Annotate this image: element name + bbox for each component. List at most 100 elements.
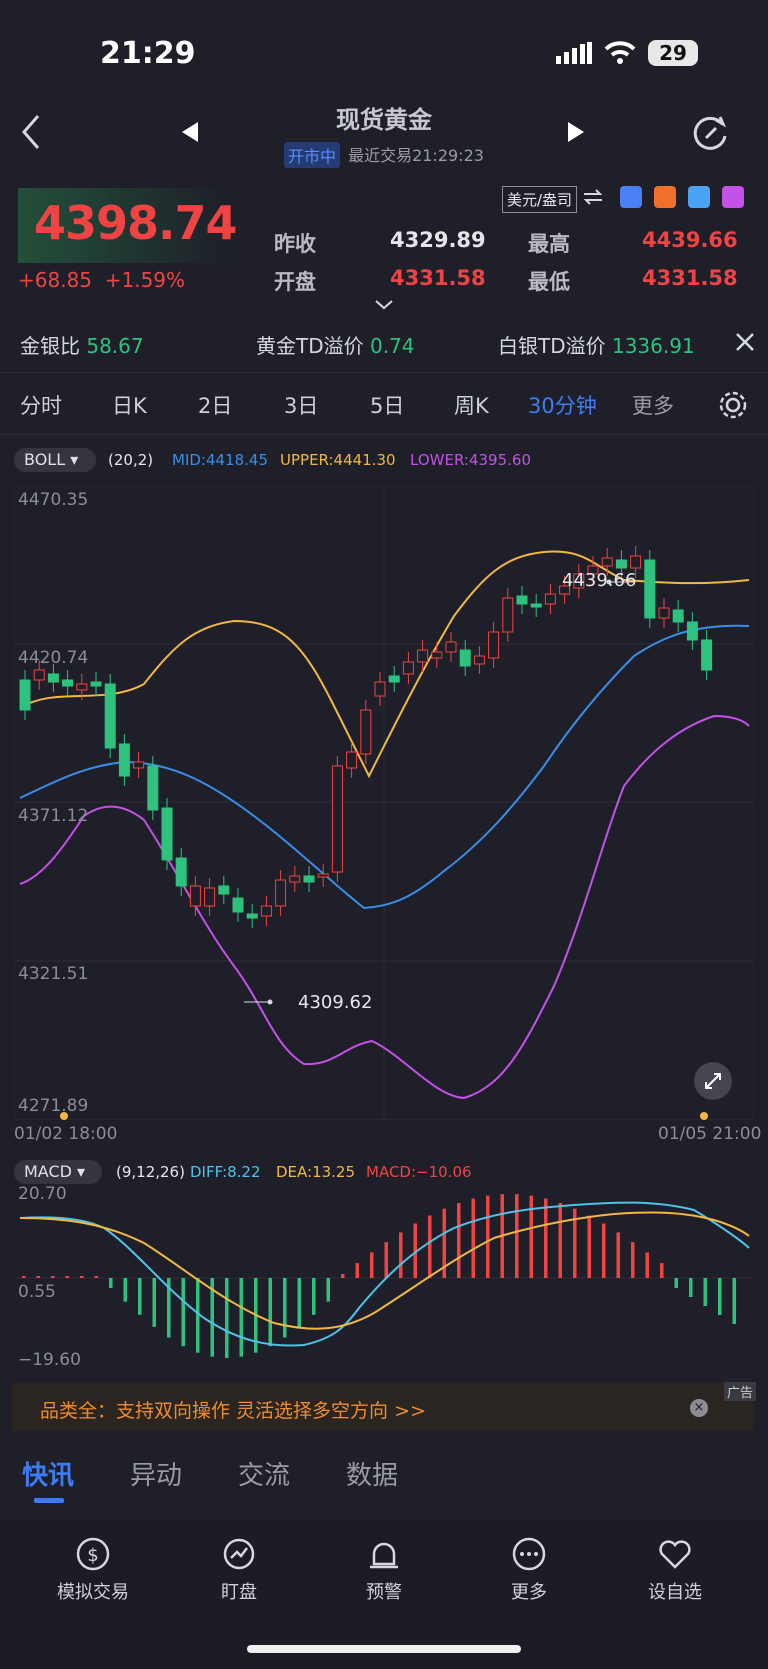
svg-text:$: $ <box>87 1545 98 1566</box>
tab-news-flash[interactable]: 快讯 <box>22 1461 75 1491</box>
tab-data[interactable]: 数据 <box>346 1461 399 1491</box>
candle-body <box>331 765 343 873</box>
price-change: +68.85 +1.59% <box>18 268 185 292</box>
tab-3day[interactable]: 3日 <box>284 394 319 418</box>
macd-bar <box>471 1198 475 1278</box>
macd-bar <box>544 1198 548 1278</box>
signal-icon <box>556 42 592 64</box>
tab-more[interactable]: 更多 <box>632 394 674 418</box>
candle-body <box>161 807 173 861</box>
candle-body <box>516 595 528 605</box>
candle-body <box>189 885 201 907</box>
time-axis-end: 01/05 21:00 <box>658 1124 762 1144</box>
candle-body <box>33 669 45 681</box>
nav-alert[interactable]: 预警 <box>366 1582 402 1603</box>
macd-bar <box>65 1276 69 1278</box>
ad-text[interactable]: 品类全：支持双向操作 灵活选择多空方向 >> <box>40 1400 426 1422</box>
tie-tool-icon[interactable] <box>654 186 676 208</box>
prev-close-label: 昨收 <box>274 232 316 256</box>
change-value: +68.85 <box>18 268 93 292</box>
simulated-trade-icon[interactable]: $ <box>75 1536 111 1572</box>
macd-diff-line <box>19 1201 750 1347</box>
candle-body <box>289 875 301 883</box>
candle-body <box>246 913 258 919</box>
macd-axis-bottom: −19.60 <box>18 1350 81 1370</box>
macd-chart[interactable] <box>14 1188 754 1368</box>
macd-bar <box>428 1215 432 1278</box>
candle-body <box>502 597 514 633</box>
expand-icon <box>705 1073 721 1089</box>
tab-weekly[interactable]: 周K <box>454 394 489 418</box>
macd-bar <box>631 1242 635 1278</box>
macd-bar <box>384 1242 388 1278</box>
tab-daily[interactable]: 日K <box>112 394 147 418</box>
tab-movement[interactable]: 异动 <box>130 1461 183 1491</box>
boll-indicator-selector[interactable]: BOLL ▾ <box>14 448 96 472</box>
prev-instrument-icon[interactable] <box>180 120 200 144</box>
ratio-gold-silver: 金银比 58.67 <box>20 334 144 358</box>
low-annotation: 4309.62 <box>298 992 373 1013</box>
active-tab-indicator <box>34 1498 64 1503</box>
candle-body <box>388 675 400 683</box>
alert-icon[interactable] <box>366 1536 402 1572</box>
macd-bar <box>225 1278 229 1358</box>
macd-params: (9,12,26) <box>116 1163 185 1181</box>
candle-body <box>615 559 627 569</box>
macd-bar <box>138 1278 142 1315</box>
unit-selector[interactable]: 美元/盎司 <box>502 186 578 213</box>
macd-bar <box>239 1278 243 1357</box>
expand-chevron-icon[interactable] <box>374 298 394 312</box>
boll-mid-line <box>19 624 750 910</box>
candle-body <box>686 621 698 641</box>
candle-body <box>104 683 116 749</box>
ratio-silver-td: 白银TD溢价 1336.91 <box>498 334 695 358</box>
candlestick-chart[interactable] <box>14 486 754 1120</box>
candle-body <box>559 585 571 595</box>
close-icon[interactable] <box>735 332 755 352</box>
ad-banner[interactable] <box>12 1383 754 1431</box>
watch-icon[interactable] <box>221 1536 257 1572</box>
macd-bar <box>399 1232 403 1278</box>
tab-intraday[interactable]: 分时 <box>20 394 62 418</box>
back-icon[interactable] <box>18 112 42 152</box>
more-icon[interactable] <box>511 1536 547 1572</box>
candle-body <box>601 557 613 567</box>
fullscreen-button[interactable] <box>694 1062 732 1100</box>
tab-2day[interactable]: 2日 <box>198 394 233 418</box>
tab-discussion[interactable]: 交流 <box>238 1461 291 1491</box>
macd-dea-line <box>19 1211 750 1330</box>
macd-bar <box>283 1278 287 1338</box>
pie-tool-icon[interactable] <box>688 186 710 208</box>
percent-tool-icon[interactable] <box>620 186 642 208</box>
macd-bar <box>123 1278 127 1302</box>
nav-more[interactable]: 更多 <box>511 1582 547 1603</box>
add-favorite-icon[interactable] <box>657 1536 693 1572</box>
target-tool-icon[interactable] <box>722 186 744 208</box>
macd-bar <box>616 1232 620 1278</box>
switch-unit-icon[interactable] <box>582 188 604 206</box>
tab-5day[interactable]: 5日 <box>370 394 405 418</box>
candle-body <box>360 709 372 755</box>
current-price: 4398.74 <box>34 196 238 250</box>
status-time: 21:29 <box>100 36 196 71</box>
macd-bar <box>442 1208 446 1278</box>
ad-close-icon[interactable]: × <box>690 1399 708 1417</box>
macd-bar <box>645 1252 649 1278</box>
nav-watch[interactable]: 盯盘 <box>221 1582 257 1603</box>
boll-params: (20,2) <box>108 451 154 469</box>
macd-indicator-selector[interactable]: MACD ▾ <box>14 1160 102 1184</box>
candle-body <box>260 905 272 917</box>
candle-body <box>630 555 642 569</box>
macd-bar <box>51 1276 55 1278</box>
macd-bar <box>587 1215 591 1278</box>
ad-tag: 广告 <box>724 1382 757 1401</box>
next-instrument-icon[interactable] <box>566 120 586 144</box>
price-axis-label-5: 4271.89 <box>18 1096 89 1116</box>
tab-30min[interactable]: 30分钟 <box>528 394 597 418</box>
nav-simulated-trade[interactable]: 模拟交易 <box>57 1582 129 1603</box>
change-percent: +1.59% <box>104 268 186 292</box>
refresh-icon[interactable] <box>692 114 730 152</box>
settings-gear-icon[interactable] <box>718 390 748 420</box>
nav-add-favorite[interactable]: 设自选 <box>648 1582 702 1603</box>
candle-body <box>147 765 159 811</box>
